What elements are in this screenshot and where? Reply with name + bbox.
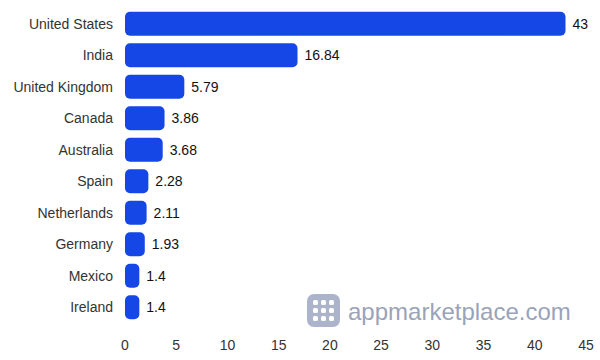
data-label: 3.68 (170, 142, 197, 158)
bars (125, 12, 566, 319)
watermark-icon (307, 294, 340, 327)
chart-svg: appmarketplace.com 43 16.84 5.79 3.86 3.68 2.2… (0, 0, 600, 360)
bar (125, 12, 566, 36)
tick-label: 40 (527, 337, 543, 353)
data-label: 5.79 (191, 79, 218, 95)
watermark-icon-dot (329, 300, 334, 305)
labels: 43 16.84 5.79 3.86 3.68 2.28 2.11 1.93 1.4 1.4 Uni… (13, 16, 588, 316)
watermark-icon-dot (313, 308, 318, 313)
category-label: Netherlands (38, 205, 114, 221)
category-label: India (83, 47, 114, 63)
data-label: 1.93 (152, 236, 179, 252)
category-label: Canada (64, 110, 113, 126)
tick-label: 30 (425, 337, 441, 353)
tick-label: 45 (578, 337, 594, 353)
watermark-icon-dot (321, 300, 326, 305)
data-label: 3.86 (172, 110, 199, 126)
bar (125, 75, 184, 99)
bar (125, 138, 163, 162)
bar (125, 106, 165, 130)
bar (125, 201, 147, 225)
bar (125, 264, 139, 288)
data-label: 1.4 (146, 268, 166, 284)
bar (125, 169, 148, 193)
data-label: 2.28 (155, 173, 182, 189)
tick-label: 25 (373, 337, 389, 353)
category-label: Spain (77, 173, 113, 189)
category-label: United States (29, 16, 113, 32)
watermark-icon-dot (313, 300, 318, 305)
tick-label: 20 (322, 337, 338, 353)
watermark-icon-dot (329, 308, 334, 313)
watermark-icon-dot (321, 316, 326, 321)
category-label: United Kingdom (13, 79, 113, 95)
watermark-icon-dot (329, 316, 334, 321)
watermark-icon-dot (321, 308, 326, 313)
tick-label: 10 (220, 337, 236, 353)
data-label: 2.11 (154, 205, 180, 221)
bar (125, 232, 145, 256)
tick-label: 35 (476, 337, 492, 353)
bar (125, 43, 298, 67)
data-label: 16.84 (305, 47, 340, 63)
category-label: Australia (59, 142, 114, 158)
data-label: 43 (573, 16, 589, 32)
tick-label: 5 (172, 337, 180, 353)
tick-label: 0 (121, 337, 129, 353)
category-label: Ireland (70, 299, 113, 315)
data-label: 1.4 (146, 299, 166, 315)
watermark-icon-dot (313, 316, 318, 321)
category-label: Germany (55, 236, 113, 252)
watermark-text: appmarketplace.com (348, 298, 571, 325)
bar (125, 295, 139, 319)
chart-container: appmarketplace.com 43 16.84 5.79 3.86 3.68 2.2… (0, 0, 600, 360)
tick-label: 15 (271, 337, 287, 353)
category-label: Mexico (69, 268, 114, 284)
watermark: appmarketplace.com (307, 294, 571, 327)
